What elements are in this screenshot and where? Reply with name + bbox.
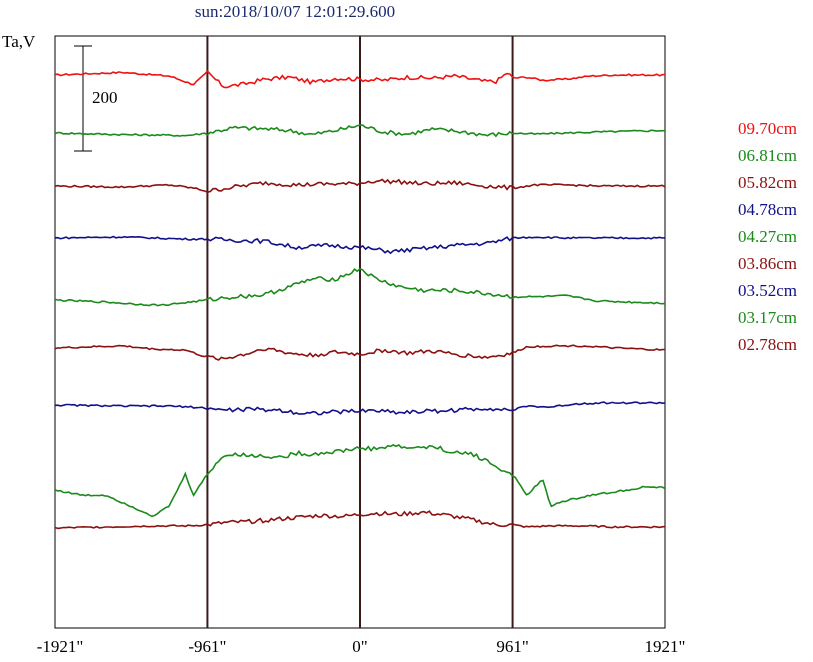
x-tick-label: -1921" bbox=[36, 637, 84, 656]
legend-item-02.78cm: 02.78cm bbox=[738, 335, 798, 354]
series-line-04.78cm bbox=[54, 235, 666, 255]
x-tick-label: 0" bbox=[352, 637, 368, 656]
series-line-05.82cm bbox=[54, 178, 666, 194]
legend-item-09.70cm: 09.70cm bbox=[738, 119, 798, 138]
x-tick-label: 961" bbox=[496, 637, 529, 656]
legend-item-04.78cm: 04.78cm bbox=[738, 200, 798, 219]
series-line-03.17cm bbox=[54, 444, 666, 518]
y-axis-label: Ta,V bbox=[2, 32, 36, 51]
x-tick-label: 1921" bbox=[644, 637, 686, 656]
series-line-03.86cm bbox=[54, 344, 666, 361]
x-tick-label: -961" bbox=[188, 637, 227, 656]
chart-title: sun:2018/10/07 12:01:29.600 bbox=[194, 2, 396, 21]
legend-item-03.17cm: 03.17cm bbox=[738, 308, 798, 327]
legend-item-05.82cm: 05.82cm bbox=[738, 173, 798, 192]
legend-item-03.52cm: 03.52cm bbox=[738, 281, 798, 300]
series-line-04.27cm bbox=[54, 267, 666, 307]
series-line-09.70cm bbox=[54, 69, 666, 89]
series-line-06.81cm bbox=[54, 124, 666, 138]
legend-item-03.86cm: 03.86cm bbox=[738, 254, 798, 273]
legend-item-04.27cm: 04.27cm bbox=[738, 227, 798, 246]
series-line-03.52cm bbox=[54, 401, 666, 416]
legend-item-06.81cm: 06.81cm bbox=[738, 146, 798, 165]
scale-bar-label: 200 bbox=[92, 88, 118, 107]
series-line-02.78cm bbox=[54, 510, 666, 530]
